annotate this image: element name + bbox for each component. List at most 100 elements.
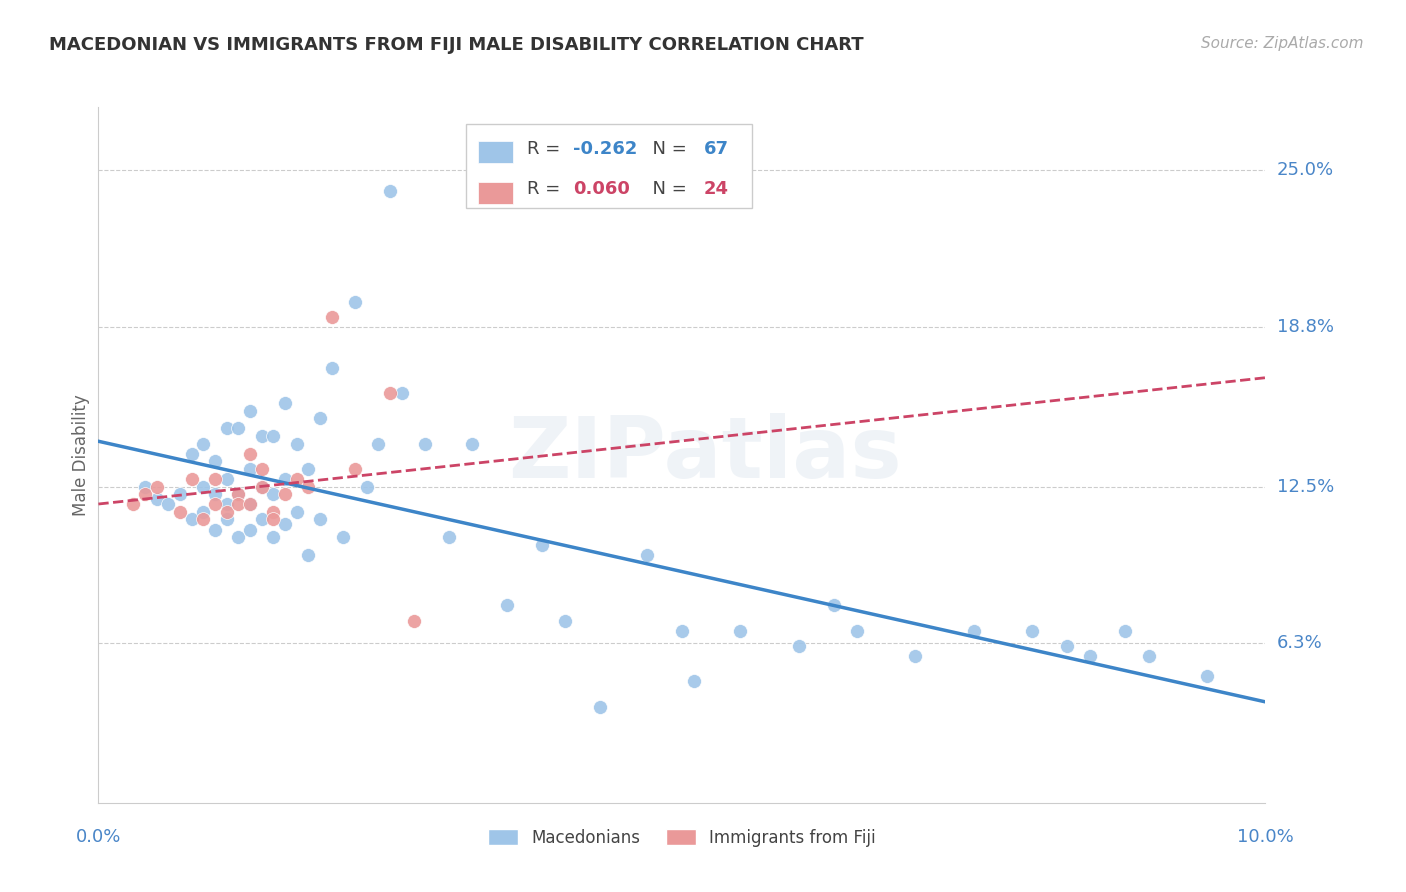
Text: 25.0%: 25.0%	[1277, 161, 1334, 179]
Point	[228, 497, 250, 511]
Point	[204, 497, 226, 511]
Text: N =: N =	[641, 180, 693, 198]
Point	[904, 648, 927, 663]
Point	[380, 184, 402, 198]
Point	[239, 497, 262, 511]
Point	[297, 462, 319, 476]
Point	[239, 497, 262, 511]
Text: ZIPatlas: ZIPatlas	[509, 413, 903, 497]
Point	[846, 624, 869, 638]
Point	[344, 462, 367, 476]
Bar	[478, 182, 513, 204]
Text: MACEDONIAN VS IMMIGRANTS FROM FIJI MALE DISABILITY CORRELATION CHART: MACEDONIAN VS IMMIGRANTS FROM FIJI MALE …	[49, 36, 863, 54]
Point	[285, 436, 308, 450]
Point	[309, 512, 332, 526]
Text: 12.5%: 12.5%	[1277, 477, 1334, 496]
Point	[461, 436, 484, 450]
Point	[204, 472, 226, 486]
Point	[321, 360, 343, 375]
Point	[228, 487, 250, 501]
Y-axis label: Male Disability: Male Disability	[72, 394, 90, 516]
Point	[204, 523, 226, 537]
Point	[215, 505, 238, 519]
Point	[157, 497, 180, 511]
Point	[180, 447, 202, 461]
Point	[180, 512, 202, 526]
Point	[344, 294, 367, 309]
Point	[332, 530, 354, 544]
Point	[1080, 648, 1102, 663]
Point	[146, 492, 169, 507]
Point	[146, 479, 169, 493]
Point	[391, 386, 413, 401]
Point	[671, 624, 693, 638]
Point	[250, 512, 273, 526]
Point	[367, 436, 389, 450]
Point	[239, 462, 262, 476]
Point	[134, 479, 156, 493]
Point	[239, 447, 262, 461]
Point	[823, 599, 845, 613]
Point	[297, 548, 319, 562]
Point	[262, 530, 284, 544]
Point	[1195, 669, 1218, 683]
Point	[228, 487, 250, 501]
Point	[262, 429, 284, 443]
Point	[682, 674, 704, 689]
Text: 6.3%: 6.3%	[1277, 634, 1322, 652]
Point	[413, 436, 436, 450]
Point	[496, 599, 519, 613]
Point	[274, 396, 297, 410]
Point	[530, 538, 553, 552]
Point	[204, 454, 226, 468]
Text: N =: N =	[641, 139, 693, 158]
Point	[262, 505, 284, 519]
Point	[589, 699, 612, 714]
Point	[193, 436, 215, 450]
Point	[274, 472, 297, 486]
Point	[554, 614, 576, 628]
Point	[169, 505, 191, 519]
FancyBboxPatch shape	[465, 124, 752, 208]
Text: R =: R =	[527, 180, 565, 198]
Text: 0.060: 0.060	[574, 180, 630, 198]
Point	[274, 517, 297, 532]
Point	[262, 512, 284, 526]
Text: -0.262: -0.262	[574, 139, 638, 158]
Point	[636, 548, 658, 562]
Point	[250, 462, 273, 476]
Point	[204, 487, 226, 501]
Text: 10.0%: 10.0%	[1237, 828, 1294, 846]
Point	[437, 530, 460, 544]
Point	[250, 429, 273, 443]
Legend: Macedonians, Immigrants from Fiji: Macedonians, Immigrants from Fiji	[482, 822, 882, 854]
Point	[1056, 639, 1078, 653]
Point	[1021, 624, 1043, 638]
Point	[309, 411, 332, 425]
Point	[193, 479, 215, 493]
Point	[228, 530, 250, 544]
Point	[1114, 624, 1136, 638]
Point	[193, 512, 215, 526]
Text: Source: ZipAtlas.com: Source: ZipAtlas.com	[1201, 36, 1364, 51]
Text: 24: 24	[704, 180, 730, 198]
Point	[193, 505, 215, 519]
Point	[250, 479, 273, 493]
Point	[215, 472, 238, 486]
Point	[356, 479, 378, 493]
Bar	[478, 141, 513, 163]
Point	[285, 505, 308, 519]
Point	[285, 472, 308, 486]
Point	[262, 487, 284, 501]
Point	[215, 512, 238, 526]
Point	[730, 624, 752, 638]
Point	[169, 487, 191, 501]
Point	[215, 421, 238, 435]
Point	[134, 487, 156, 501]
Point	[180, 472, 202, 486]
Text: 18.8%: 18.8%	[1277, 318, 1333, 336]
Point	[962, 624, 984, 638]
Text: 0.0%: 0.0%	[76, 828, 121, 846]
Point	[1137, 648, 1160, 663]
Point	[228, 421, 250, 435]
